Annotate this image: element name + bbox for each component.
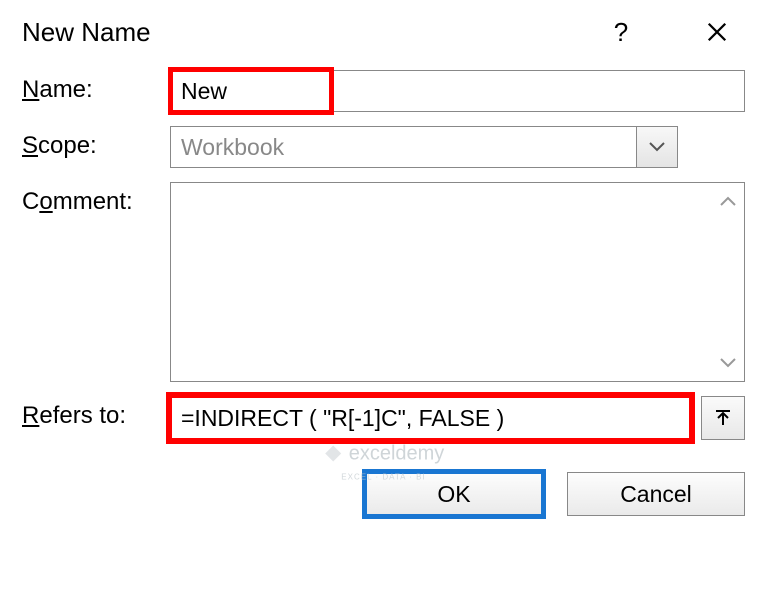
dialog-title: New Name (22, 17, 593, 48)
refers-label: Refers to: (22, 396, 170, 430)
titlebar: New Name ? (0, 0, 767, 70)
ok-button[interactable]: OK (365, 472, 543, 516)
collapse-icon (714, 409, 732, 427)
form-area: Name: Scope: Workbook Comment: (0, 70, 767, 440)
scope-label: Scope: (22, 126, 170, 160)
close-icon (706, 21, 728, 43)
scope-dropdown-button[interactable] (636, 126, 678, 168)
collapse-dialog-button[interactable] (701, 396, 745, 440)
scroll-up-button[interactable] (716, 189, 740, 213)
ok-button-label: OK (437, 481, 470, 508)
comment-box (170, 182, 745, 382)
chevron-down-icon (649, 142, 665, 152)
name-row: Name: (22, 70, 745, 112)
dialog-buttons: OK Cancel (0, 454, 767, 516)
comment-row: Comment: (22, 182, 745, 382)
scope-select[interactable]: Workbook (170, 126, 636, 168)
comment-label: Comment: (22, 182, 170, 216)
name-input[interactable] (170, 70, 745, 112)
help-button[interactable]: ? (593, 12, 649, 52)
cancel-button[interactable]: Cancel (567, 472, 745, 516)
cancel-button-label: Cancel (620, 481, 692, 508)
new-name-dialog: New Name ? Name: Scope: Workbook (0, 0, 767, 589)
name-label: Name: (22, 70, 170, 104)
chevron-up-icon (720, 196, 736, 206)
comment-input[interactable] (171, 183, 712, 381)
chevron-down-icon (720, 358, 736, 368)
scope-row: Scope: Workbook (22, 126, 745, 168)
refers-to-input[interactable] (170, 396, 691, 440)
scroll-down-button[interactable] (716, 351, 740, 375)
refers-row: Refers to: (22, 396, 745, 440)
close-button[interactable] (689, 12, 745, 52)
